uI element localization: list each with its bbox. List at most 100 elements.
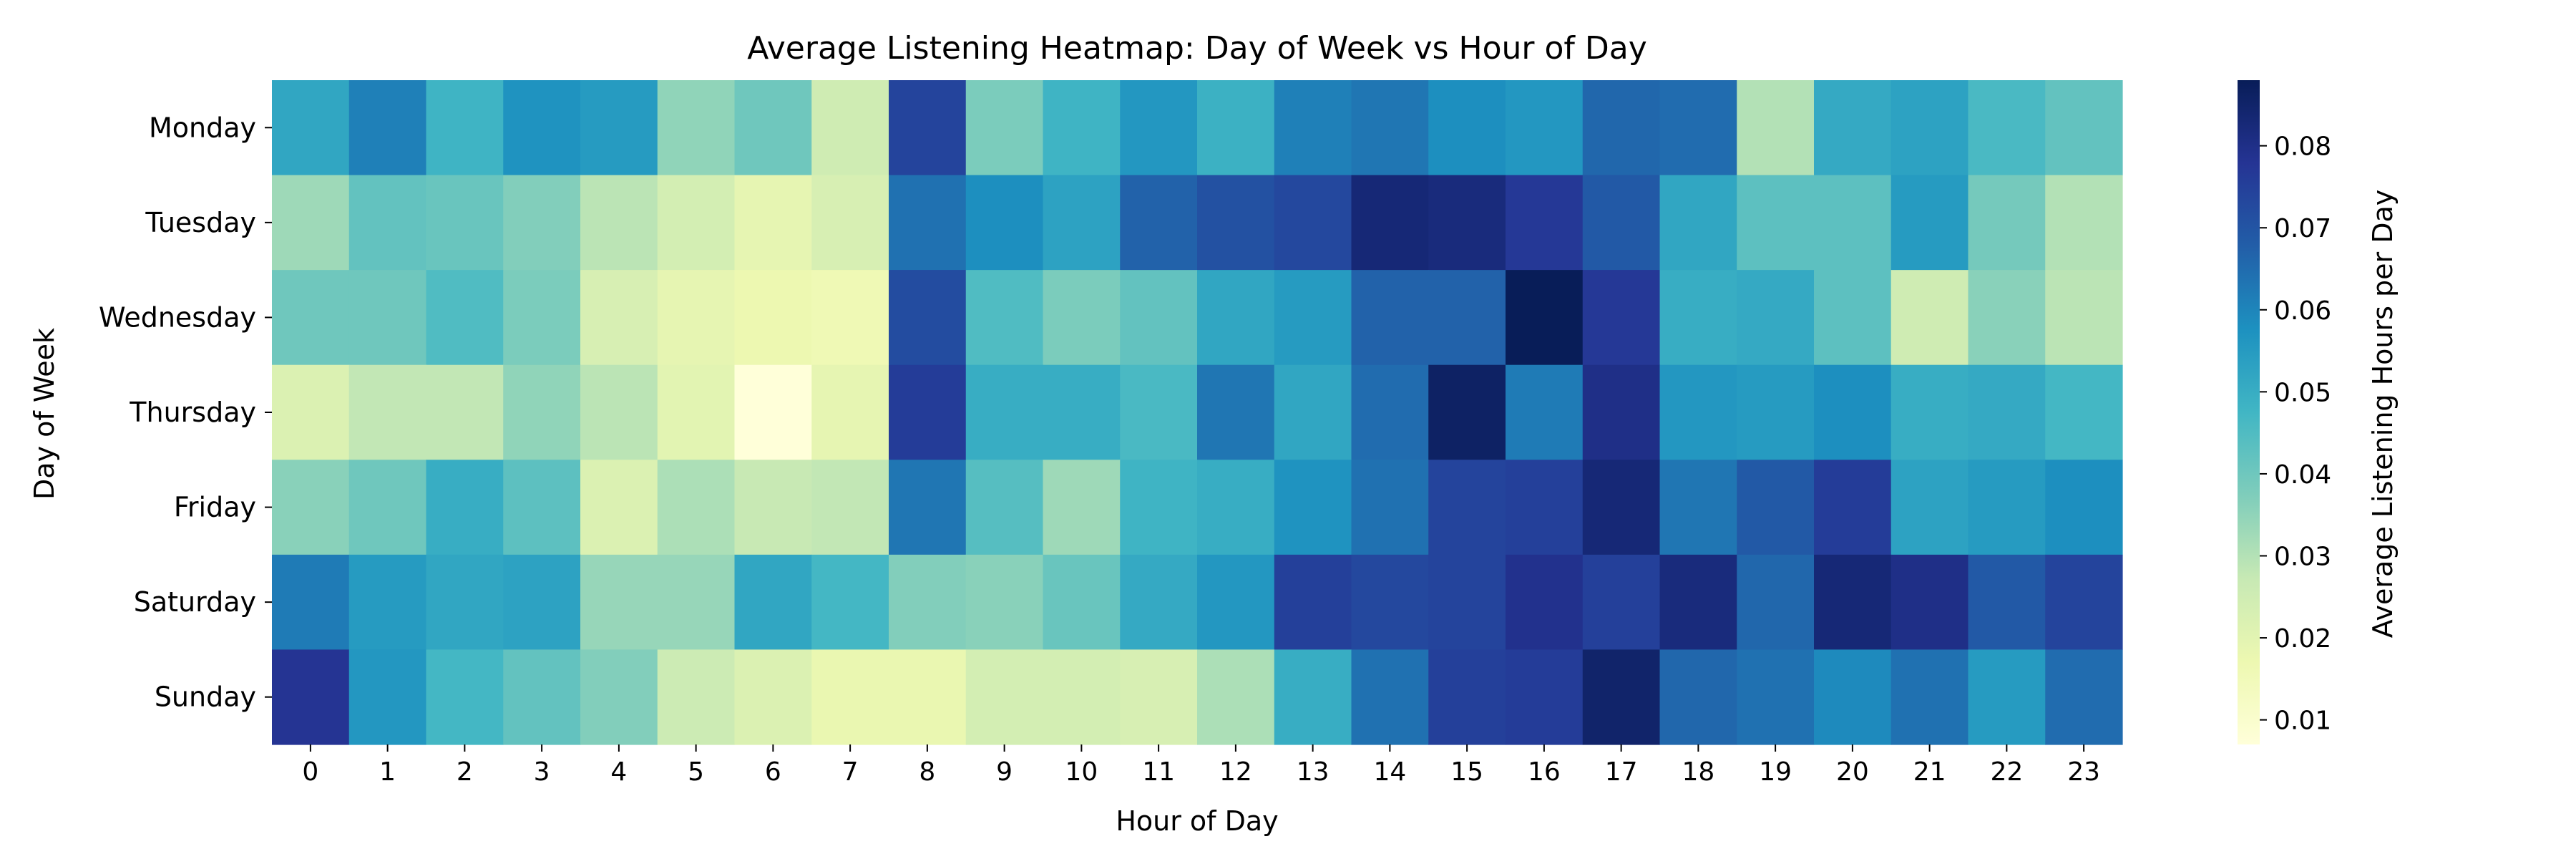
heatmap-cell	[1890, 175, 1969, 271]
heatmap-cell	[1506, 649, 1584, 745]
x-axis: 0 1 2 3 4 5 6 7 8 9 10 11 12 13 14 15 16 17 18 19 20 21 22 23	[302, 744, 2100, 787]
colorbar-tick-label: 0.04	[2274, 460, 2331, 490]
y-tick-label: Sunday	[155, 681, 256, 713]
x-tick-label: 10	[1065, 757, 1098, 787]
heatmap-cell	[657, 554, 736, 651]
colorbar-tick-label: 0.08	[2274, 132, 2331, 162]
y-tick-label: Monday	[149, 112, 256, 143]
heatmap-cells	[272, 80, 2123, 745]
heatmap-cell	[1351, 80, 1429, 176]
heatmap-cell	[1351, 649, 1429, 745]
heatmap-cell	[1506, 554, 1584, 651]
heatmap-cell	[1351, 364, 1429, 460]
heatmap-cell	[1428, 649, 1506, 745]
heatmap-cell	[503, 175, 581, 271]
heatmap-cell	[503, 364, 581, 460]
heatmap-cell	[580, 649, 658, 745]
heatmap-cell	[965, 80, 1044, 176]
heatmap-cell	[503, 80, 581, 176]
heatmap-cell	[1197, 364, 1275, 460]
y-tick-label: Wednesday	[99, 301, 256, 333]
heatmap-cell	[1120, 460, 1198, 555]
x-tick-label: 11	[1142, 757, 1175, 787]
heatmap-cell	[272, 364, 350, 460]
heatmap-cell	[503, 270, 581, 366]
x-tick-label: 13	[1297, 757, 1330, 787]
y-axis: Monday Tuesday Wednesday Thursday Friday Satu…	[99, 112, 272, 713]
heatmap-cell	[503, 649, 581, 745]
heatmap-cell	[580, 175, 658, 271]
heatmap-cell	[1582, 554, 1661, 651]
heatmap-cell	[426, 649, 504, 745]
heatmap-cell	[1582, 80, 1661, 176]
colorbar-tick-label: 0.01	[2274, 707, 2331, 736]
heatmap-cell	[657, 364, 736, 460]
heatmap-cell	[272, 270, 350, 366]
heatmap-cell	[1197, 460, 1275, 555]
heatmap-cell	[426, 80, 504, 176]
heatmap-cell	[734, 649, 812, 745]
heatmap-cell	[1274, 175, 1352, 271]
heatmap-cell	[1968, 175, 2046, 271]
heatmap-cell	[734, 460, 812, 555]
heatmap-cell	[1043, 270, 1121, 366]
heatmap-cell	[811, 649, 889, 745]
y-tick-label: Tuesday	[145, 207, 256, 238]
heatmap-cell	[1814, 554, 1892, 651]
heatmap-cell	[1737, 270, 1815, 366]
heatmap-cell	[2045, 270, 2123, 366]
heatmap-cell	[657, 80, 736, 176]
heatmap-cell	[734, 554, 812, 651]
heatmap-cell	[426, 460, 504, 555]
x-tick-label: 9	[996, 757, 1013, 787]
heatmap-cell	[1043, 80, 1121, 176]
x-tick-label: 7	[842, 757, 859, 787]
x-tick-label: 6	[765, 757, 781, 787]
heatmap-cell	[734, 364, 812, 460]
heatmap-cell	[1274, 270, 1352, 366]
heatmap-cell	[1506, 460, 1584, 555]
heatmap-cell	[1659, 270, 1737, 366]
heatmap-cell	[1582, 270, 1661, 366]
heatmap-cell	[1351, 554, 1429, 651]
heatmap-cell	[1814, 649, 1892, 745]
heatmap-cell	[1428, 460, 1506, 555]
heatmap-cell	[503, 554, 581, 651]
y-tick-label: Saturday	[134, 586, 256, 618]
heatmap-cell	[1814, 80, 1892, 176]
heatmap-cell	[1968, 270, 2046, 366]
heatmap-cell	[1043, 460, 1121, 555]
heatmap-cell	[348, 649, 427, 745]
colorbar-gradient	[2238, 80, 2260, 744]
x-tick-label: 12	[1219, 757, 1252, 787]
heatmap-cell	[1428, 554, 1506, 651]
heatmap-cell	[503, 460, 581, 555]
heatmap-cell	[1351, 460, 1429, 555]
heatmap-cell	[1814, 270, 1892, 366]
heatmap-cell	[1043, 554, 1121, 651]
heatmap-cell	[1120, 270, 1198, 366]
heatmap-cell	[889, 175, 967, 271]
heatmap-cell	[889, 460, 967, 555]
heatmap-cell	[580, 460, 658, 555]
heatmap-cell	[1428, 270, 1506, 366]
heatmap-cell	[1968, 364, 2046, 460]
heatmap-cell	[580, 80, 658, 176]
heatmap-cell	[426, 364, 504, 460]
heatmap-cell	[1197, 175, 1275, 271]
heatmap-cell	[2045, 80, 2123, 176]
colorbar-tick-label: 0.05	[2274, 378, 2331, 407]
heatmap-cell	[1737, 554, 1815, 651]
heatmap-cell	[1197, 270, 1275, 366]
heatmap-cell	[811, 364, 889, 460]
heatmap-cell	[426, 175, 504, 271]
heatmap-cell	[1197, 649, 1275, 745]
x-tick-label: 2	[457, 757, 473, 787]
heatmap-cell	[1428, 80, 1506, 176]
colorbar-tick-label: 0.07	[2274, 214, 2331, 243]
heatmap-cell	[1428, 175, 1506, 271]
heatmap-cell	[1120, 554, 1198, 651]
heatmap-cell	[965, 554, 1044, 651]
heatmap-cell	[811, 460, 889, 555]
